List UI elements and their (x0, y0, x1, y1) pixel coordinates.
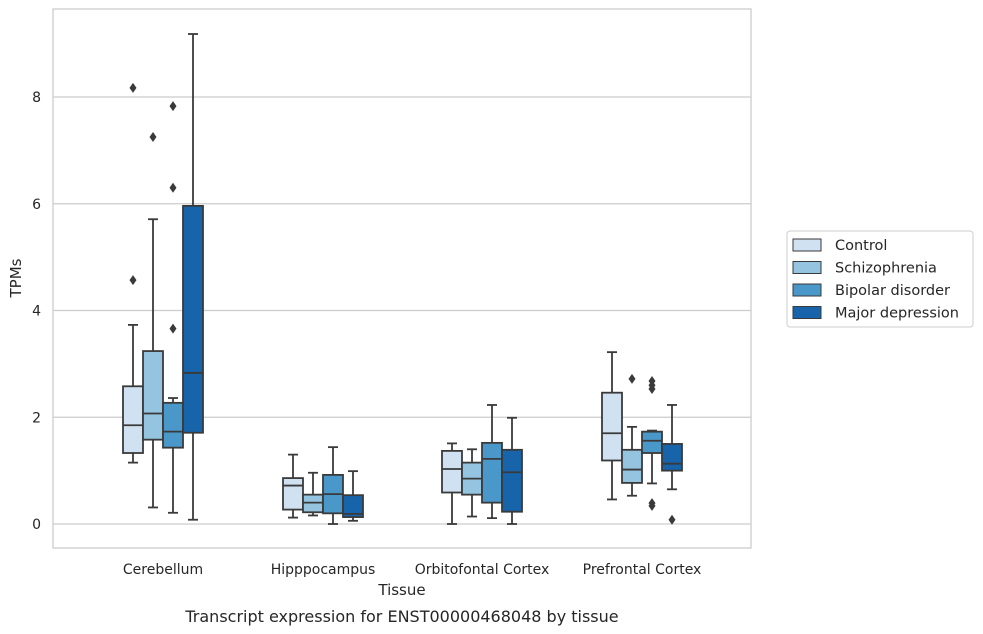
box-Cerebellum-Schizophrenia (142, 132, 164, 509)
box-Cerebellum-Control (122, 82, 144, 464)
y-axis-title: TPMs (7, 258, 25, 298)
legend-swatch (792, 306, 822, 319)
legend: Control Schizophrenia Bipolar disorder Majo… (786, 230, 974, 328)
x-tick-label: Orbitofontal Cortex (415, 562, 550, 578)
outlier-point (129, 275, 137, 286)
box-iqr (501, 448, 523, 513)
box-Hipppocampus-Major depression (342, 470, 364, 522)
y-tick-label: 0 (32, 517, 41, 533)
legend-swatch (792, 261, 822, 274)
outlier-point (648, 498, 656, 509)
box-iqr (282, 477, 304, 511)
box-Orbitofontal Cortex-Major depression (501, 416, 523, 525)
x-axis-title: Tissue (377, 581, 425, 599)
box-Orbitofontal Cortex-Schizophrenia (461, 448, 483, 518)
outlier-point (169, 323, 177, 334)
x-tick-label: Cerebellum (123, 562, 203, 578)
box-plot-marks (122, 33, 683, 525)
legend-label: Schizophrenia (835, 261, 937, 277)
outlier-point (648, 375, 656, 386)
outlier-point (129, 82, 137, 93)
box-Orbitofontal Cortex-Bipolar disorder (481, 404, 503, 520)
y-tick-label: 4 (32, 304, 41, 320)
box-Hipppocampus-Bipolar disorder (322, 446, 344, 525)
box-iqr (182, 204, 204, 434)
box-iqr (601, 391, 623, 462)
outlier-point (628, 373, 636, 384)
legend-label: Major depression (835, 306, 959, 322)
box-Hipppocampus-Schizophrenia (302, 471, 324, 517)
y-tick-label: 2 (32, 410, 41, 426)
outlier-point (668, 514, 676, 525)
y-tick-label: 6 (32, 197, 41, 213)
box-iqr (162, 401, 184, 449)
y-tick-label: 8 (32, 90, 41, 106)
box-iqr (661, 443, 683, 472)
box-iqr (641, 430, 663, 454)
box-Prefrontal Cortex-Schizophrenia (621, 373, 643, 497)
chart-caption: Transcript expression for ENST0000046804… (184, 607, 618, 626)
legend-swatch (792, 238, 822, 252)
outlier-point (169, 101, 177, 112)
legend-swatch (792, 283, 822, 297)
legend-label: Bipolar disorder (835, 283, 950, 299)
x-axis-ticks: Cerebellum Hipppocampus Orbitofontal Corte… (123, 562, 701, 578)
legend-frame (786, 230, 974, 328)
x-tick-label: Prefrontal Cortex (583, 562, 702, 578)
box-Cerebellum-Major depression (182, 33, 204, 521)
box-iqr (142, 350, 164, 441)
box-iqr (441, 449, 463, 494)
box-iqr (481, 441, 503, 504)
plot-area-frame (52, 8, 752, 549)
outlier-point (169, 182, 177, 193)
box-iqr (621, 448, 643, 484)
outlier-point (149, 132, 157, 143)
x-tick-label: Hipppocampus (271, 562, 376, 578)
y-axis-ticks: 0 2 4 6 8 (32, 90, 41, 533)
grid-lines (53, 96, 751, 525)
box-Prefrontal Cortex-Major depression (661, 404, 683, 525)
box-iqr (342, 494, 364, 518)
box-Hipppocampus-Control (282, 453, 304, 519)
box-Prefrontal Cortex-Bipolar disorder (641, 375, 663, 511)
box-Orbitofontal Cortex-Control (441, 442, 463, 525)
box-Cerebellum-Bipolar disorder (162, 101, 184, 514)
legend-label: Control (835, 238, 887, 254)
box-iqr (122, 385, 144, 454)
box-Prefrontal Cortex-Control (601, 351, 623, 501)
